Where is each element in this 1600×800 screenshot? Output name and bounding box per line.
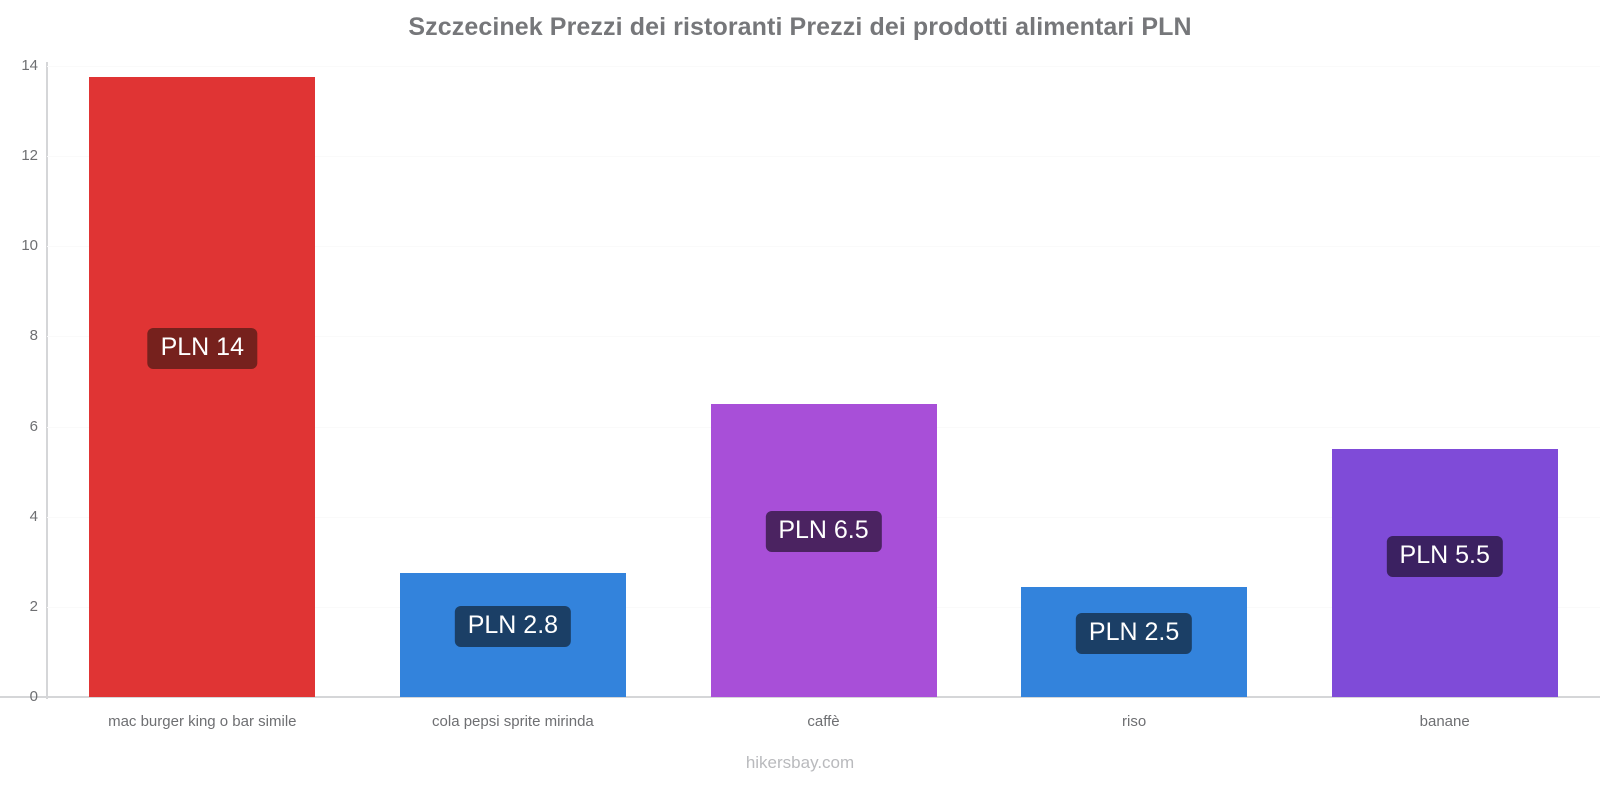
y-axis-tick-label: 0	[29, 688, 38, 705]
gridline	[47, 246, 1600, 248]
x-axis-tick-label: caffè	[807, 713, 840, 730]
x-axis-tick-label: cola pepsi sprite mirinda	[432, 713, 594, 730]
x-axis-tick-label: riso	[1122, 713, 1147, 730]
x-axis-line	[0, 696, 1600, 698]
y-axis-tick-label: 14	[21, 57, 38, 74]
bar-value-label: PLN 2.5	[1075, 613, 1193, 655]
y-axis-tick-label: 4	[29, 507, 38, 525]
gridline	[47, 336, 1600, 338]
footer-watermark: hikersbay.com	[745, 753, 855, 772]
x-axis-tick-label: mac burger king o bar simile	[108, 713, 297, 730]
gridline	[47, 156, 1600, 158]
bar-value-label: PLN 14	[147, 327, 257, 369]
y-axis-tick-label: 6	[29, 417, 38, 435]
bar-value-label: PLN 2.8	[454, 605, 572, 647]
bar[interactable]	[89, 77, 316, 697]
y-axis-tick-label: 8	[29, 327, 38, 345]
bar-value-label: PLN 5.5	[1386, 536, 1503, 578]
gridline	[47, 66, 1600, 67]
y-axis-tick-label: 2	[29, 597, 38, 615]
bar-value-label: PLN 6.5	[765, 510, 882, 552]
y-axis-tick-label: 12	[21, 147, 38, 165]
chart-title: Szczecinek Prezzi dei ristoranti Prezzi …	[408, 13, 1192, 41]
x-axis-tick-label: banane	[1419, 713, 1470, 730]
y-axis-tick-label: 10	[21, 237, 38, 255]
y-axis-line	[46, 62, 48, 699]
